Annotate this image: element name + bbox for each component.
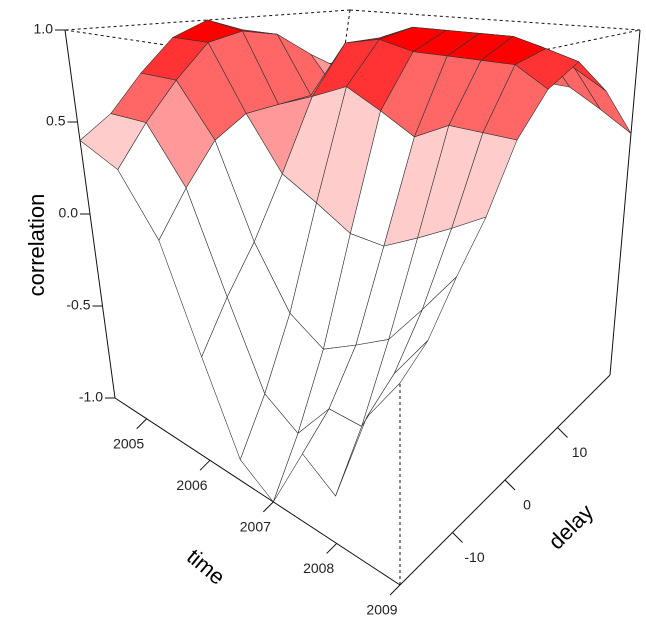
y-tick-label: 10 xyxy=(572,444,588,460)
y-tick xyxy=(557,427,568,438)
surface-cell xyxy=(574,68,632,134)
x-tick-label: 2009 xyxy=(366,602,397,618)
z-tick-label: 0.5 xyxy=(46,113,66,129)
z-tick-label: -0.5 xyxy=(66,297,90,313)
x-tick xyxy=(389,584,401,596)
z-axis-label: correlation xyxy=(24,194,49,297)
y-tick xyxy=(504,479,516,491)
y-tick xyxy=(452,532,463,543)
box-edge xyxy=(609,29,641,376)
axis-line xyxy=(114,397,401,586)
x-axis-label: time xyxy=(182,544,230,590)
z-tick-label: 0.0 xyxy=(59,205,79,221)
x-tick-label: 2006 xyxy=(176,477,207,493)
x-tick xyxy=(262,501,274,513)
y-axis-label: delay xyxy=(543,499,598,554)
x-tick xyxy=(326,543,338,554)
y-tick-label: -10 xyxy=(464,549,484,565)
surface-cell xyxy=(366,340,429,418)
box-edge xyxy=(349,9,641,31)
x-tick xyxy=(199,459,211,471)
y-tick-label: 0 xyxy=(523,497,531,513)
x-tick-label: 2008 xyxy=(303,560,334,576)
z-tick-label: 1.0 xyxy=(34,21,54,37)
z-tick-label: -1.0 xyxy=(79,389,103,405)
x-tick-label: 2005 xyxy=(113,435,144,451)
x-tick-label: 2007 xyxy=(240,519,271,535)
x-tick xyxy=(136,418,148,430)
